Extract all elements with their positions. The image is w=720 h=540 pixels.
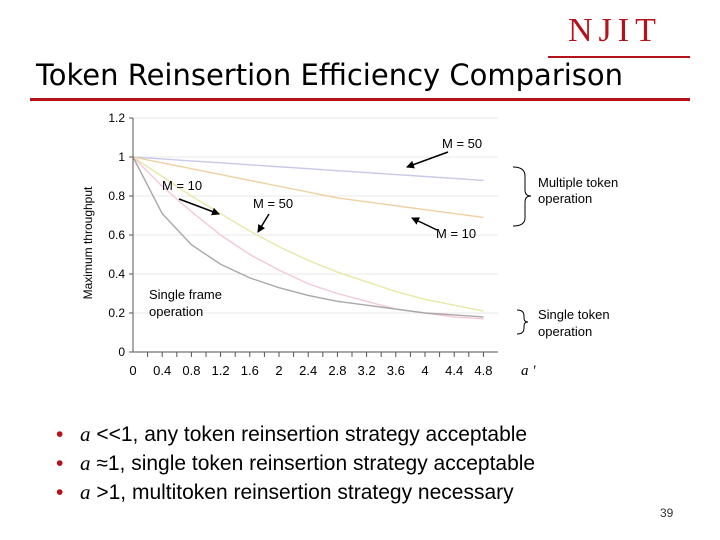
bullet-text: >1, multitoken reinsertion strategy nece…	[90, 481, 514, 504]
annotation-m50-top: M = 50	[442, 136, 482, 151]
annotation-multiple-token-line2: operation	[538, 191, 592, 206]
annotation-single-token-line2: operation	[538, 324, 592, 339]
brace-single-token	[516, 309, 529, 335]
y-tick-label: 0	[118, 345, 125, 359]
y-tick-label: 0.6	[108, 228, 125, 242]
bullet-symbol: a	[80, 451, 91, 475]
series-line	[132, 156, 484, 318]
annotation-m50-mid: M = 50	[253, 196, 293, 211]
conclusion-bullets: • a <<1, any token reinsertion strategy a…	[56, 420, 535, 507]
bullet-marker: •	[56, 423, 64, 446]
page-number: 39	[660, 506, 674, 520]
annotation-single-frame-line1: Single frame	[149, 287, 222, 302]
arrow-m10-right	[411, 217, 438, 231]
bullet-symbol: a	[80, 422, 91, 446]
x-tick-label: 2	[275, 363, 282, 378]
series-line	[132, 156, 484, 312]
y-tick-label: 0.8	[108, 189, 125, 203]
x-tick-label: 4.8	[474, 363, 492, 378]
y-tick-label: 0.2	[108, 306, 125, 320]
x-minor-ticks	[147, 352, 484, 357]
x-tick-label: 3.2	[358, 363, 376, 378]
y-tick-label: 0.4	[108, 267, 125, 281]
x-tick-label: 2.4	[299, 363, 317, 378]
x-tick-label: 4.4	[445, 363, 463, 378]
bullet-text: <<1, any token reinsertion strategy acce…	[90, 423, 528, 446]
bullet-symbol: a	[80, 480, 91, 504]
slide-title: Token Reinsertion Efficiency Comparison	[36, 58, 624, 92]
annotation-multiple-token-line1: Multiple token	[538, 175, 618, 190]
x-tick-labels: 0 0.4 0.8 1.2 1.6 2 2.4 2.8 3.2 3.6 4 4.4 4.8	[129, 363, 492, 378]
bullet-item: • a >1, multitoken reinsertion strategy n…	[56, 478, 535, 507]
arrow-m10-left	[178, 198, 220, 216]
y-tick-label: 1.2	[108, 111, 125, 125]
bullet-text: ≈1, single token reinsertion strategy ac…	[90, 452, 536, 475]
x-tick-label: 0.8	[182, 363, 200, 378]
annotation-single-frame-line2: operation	[149, 304, 203, 319]
y-axis-label: Maximum throughput	[81, 186, 95, 299]
bullet-item: • a <<1, any token reinsertion strategy a…	[56, 420, 535, 449]
x-tick-label: 0	[129, 363, 136, 378]
x-tick-label: 3.6	[387, 363, 405, 378]
x-tick-label: 2.8	[328, 363, 346, 378]
gridlines	[133, 117, 498, 314]
y-tick-labels: 0 0.2 0.4 0.6 0.8 1 1.2	[108, 111, 133, 359]
logo-underline	[548, 56, 690, 58]
title-divider	[30, 98, 690, 101]
x-tick-label: 4	[421, 363, 428, 378]
njit-logo: NJIT	[568, 12, 662, 49]
arrow-m50-top	[406, 151, 449, 169]
x-axis-symbol: a '	[521, 363, 536, 379]
series-lines	[132, 156, 484, 320]
series-line	[132, 156, 484, 219]
x-tick-label: 1.6	[241, 363, 259, 378]
series-line	[132, 156, 484, 182]
bullet-item: • a ≈1, single token reinsertion strategy…	[56, 449, 535, 478]
y-tick-label: 1	[118, 150, 125, 164]
bullet-marker: •	[56, 481, 64, 504]
bullet-marker: •	[56, 452, 64, 475]
annotation-m10-right: M = 10	[436, 226, 476, 241]
annotation-single-token-line1: Single token	[538, 307, 610, 322]
x-tick-label: 0.4	[153, 363, 171, 378]
x-tick-label: 1.2	[212, 363, 230, 378]
annotation-m10-left: M = 10	[162, 178, 202, 193]
brace-multiple-token	[512, 166, 532, 227]
arrow-m50-mid	[257, 213, 270, 233]
